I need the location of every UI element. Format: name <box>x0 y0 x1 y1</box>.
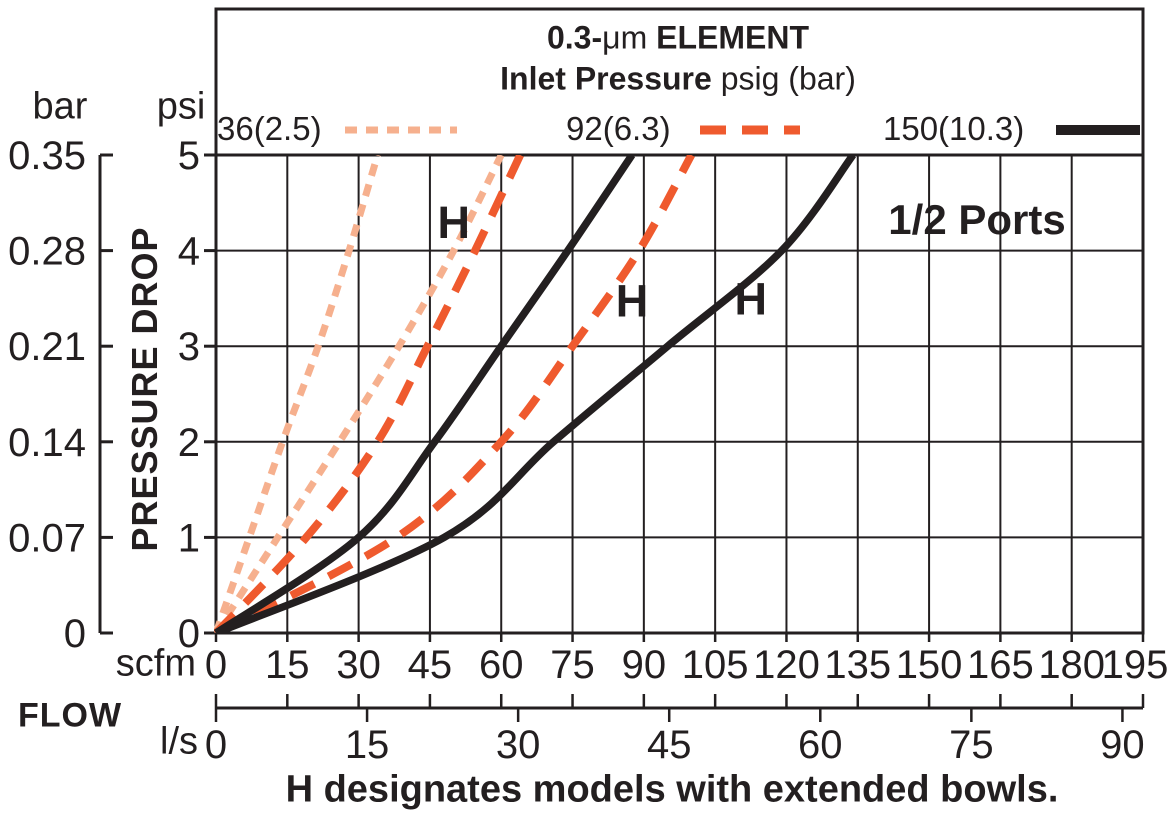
tick-label: 0.21 <box>8 325 86 369</box>
y-axis-bar-bracket <box>98 153 113 635</box>
tick-label: 195 <box>1102 643 1169 687</box>
title-part: 0.3- <box>546 19 603 56</box>
port-size-annotation: 1/2 Ports <box>888 196 1066 243</box>
curves <box>214 155 857 633</box>
tick-label: 3 <box>178 325 200 369</box>
tick-label: H <box>437 197 470 248</box>
tick-label: 45 <box>408 643 453 687</box>
tick-label: 0.07 <box>8 516 86 560</box>
x-axis-scfm-ticks <box>214 633 1145 642</box>
tick-label: 2 <box>178 421 200 465</box>
tick-label: H <box>616 275 649 326</box>
y-axis-psi-labels: 5 4 3 2 1 0 <box>178 134 200 656</box>
title-part-mu: μm <box>602 19 648 56</box>
tick-label: 90 <box>1100 723 1145 767</box>
curve-36-2-5-h <box>214 155 505 633</box>
tick-label: 0.35 <box>8 134 86 178</box>
x-axis-unit-scfm: scfm <box>115 642 196 685</box>
x-axis-unit-ls: l/s <box>160 720 198 763</box>
chart-caption: H designates models with extended bowls. <box>285 768 1059 811</box>
tick-label: 4 <box>178 230 200 274</box>
y-axis-unit-bar: bar <box>32 85 88 128</box>
tick-label: 45 <box>647 723 692 767</box>
tick-label: 75 <box>949 723 994 767</box>
y-axis-psi-ticks <box>204 153 216 635</box>
tick-label: 0.28 <box>8 230 86 274</box>
tick-label: 60 <box>798 723 843 767</box>
tick-label: 90 <box>622 643 667 687</box>
tick-label: 120 <box>753 643 820 687</box>
tick-label: 0 <box>205 723 227 767</box>
tick-label: 60 <box>479 643 524 687</box>
tick-label: 0 <box>178 612 200 656</box>
tick-label: 150 <box>896 643 963 687</box>
curve-92-6-3-h <box>214 155 695 633</box>
tick-label: 135 <box>824 643 891 687</box>
tick-label: 30 <box>496 723 541 767</box>
x-axis-ls-labels: 0 15 30 45 60 75 90 <box>205 723 1145 767</box>
legend-label-92: 92(6.3) <box>566 110 671 147</box>
legend-label-36: 36(2.5) <box>217 110 322 147</box>
tick-label: 1 <box>178 516 200 560</box>
curve-92-6-3-standard <box>214 155 524 633</box>
tick-label: 15 <box>265 643 310 687</box>
x-axis-title-flow: FLOW <box>18 696 123 735</box>
subtitle-part: Inlet Pressure <box>500 60 712 97</box>
tick-label: 180 <box>1038 643 1105 687</box>
x-axis-ls-scale <box>214 694 1145 722</box>
chart-subtitle: Inlet Pressure psig (bar) <box>500 61 856 98</box>
tick-label: 5 <box>178 134 200 178</box>
curve-150-10-3-h <box>214 155 857 633</box>
plot-frame <box>214 7 1145 635</box>
tick-label: 0.14 <box>8 421 86 465</box>
tick-label: 75 <box>550 643 595 687</box>
title-part: ELEMENT <box>647 19 810 56</box>
y-axis-title: PRESSURE DROP <box>124 226 165 552</box>
tick-label: 165 <box>967 643 1034 687</box>
tick-label: 105 <box>682 643 749 687</box>
h-markers: H H H <box>437 197 767 326</box>
tick-label: 15 <box>345 723 390 767</box>
y-axis-unit-psi: psi <box>156 85 206 128</box>
legend-label-150: 150(10.3) <box>883 110 1025 147</box>
subtitle-part: psig (bar) <box>711 60 856 97</box>
curve-150-10-3-standard <box>214 155 636 633</box>
curve-36-2-5-standard <box>214 155 381 633</box>
tick-label: 0 <box>64 612 86 656</box>
plot-grid <box>216 155 1143 633</box>
chart-title: 0.3-μm ELEMENT <box>547 20 809 57</box>
tick-label: H <box>735 273 768 324</box>
tick-label: 0 <box>205 643 227 687</box>
y-axis-bar-labels: 0.35 0.28 0.21 0.14 0.07 0 <box>8 134 86 656</box>
tick-label: 30 <box>336 643 381 687</box>
